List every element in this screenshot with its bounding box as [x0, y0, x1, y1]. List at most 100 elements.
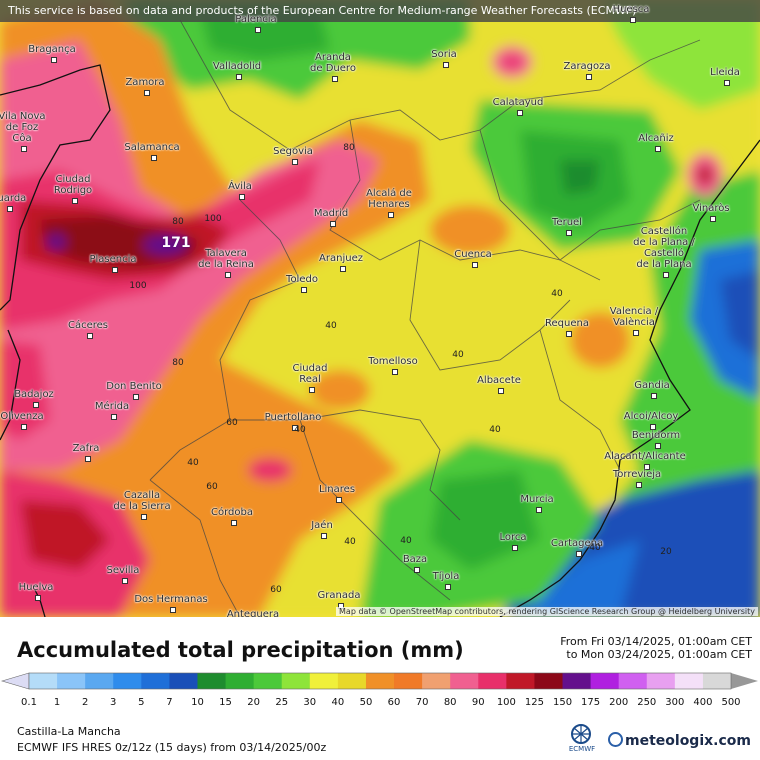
city-label: Ávila: [228, 181, 252, 192]
city-marker: [388, 212, 394, 218]
city-marker: [112, 267, 118, 273]
color-scale-tick-label: 30: [303, 697, 317, 708]
color-scale-tick-label: 80: [443, 697, 457, 708]
color-scale-segment: [534, 673, 564, 689]
meteologix-icon: [608, 732, 623, 747]
date-to: to Mon 03/24/2025, 01:00am CET: [566, 648, 752, 661]
color-scale-tick-label: 90: [471, 697, 485, 708]
city-marker: [636, 482, 642, 488]
city-marker: [633, 330, 639, 336]
city-marker: [72, 198, 78, 204]
contour-value-label: 40: [551, 289, 563, 299]
city-marker: [292, 425, 298, 431]
city-marker: [566, 230, 572, 236]
city-marker: [392, 369, 398, 375]
city-label: Puertollano: [264, 412, 322, 423]
city-label: Ciudad Rodrigo: [53, 174, 93, 196]
city-label: Jaén: [311, 520, 333, 531]
color-scale-segment: [57, 673, 86, 689]
city-label: Huesca: [612, 4, 650, 15]
city-label: Cuenca: [454, 249, 492, 260]
city-label: Castellón de la Plana / Castelló de la Plan…: [633, 226, 695, 270]
city-label: Baza: [402, 554, 428, 565]
color-scale-tick-label: 15: [219, 697, 232, 708]
contour-value-label: 20: [660, 547, 672, 557]
city-marker: [133, 394, 139, 400]
city-marker: [144, 90, 150, 96]
color-scale-segment: [225, 673, 255, 689]
city-label: Lleida: [710, 67, 740, 78]
city-marker: [651, 393, 657, 399]
date-range: From Fri 03/14/2025, 01:00am CET to Mon …: [560, 635, 752, 661]
color-scale-tick-label: 7: [166, 697, 173, 708]
city-marker: [292, 159, 298, 165]
city-marker: [536, 507, 542, 513]
contour-value-label: 60: [206, 482, 218, 492]
color-scale-tick-label: 100: [496, 697, 516, 708]
city-marker: [21, 146, 27, 152]
city-marker: [644, 464, 650, 470]
city-label: Olivenza: [0, 411, 44, 422]
city-marker: [51, 57, 57, 63]
city-label: Alcalá de Henares: [366, 188, 412, 210]
city-marker: [512, 545, 518, 551]
city-label: Ciudad Real: [292, 363, 328, 385]
color-scale-tick-label: 250: [637, 697, 657, 708]
city-marker: [472, 262, 478, 268]
city-marker: [321, 533, 327, 539]
city-label: Vila Nova de Foz Côa: [0, 111, 46, 144]
contour-value-label: 40: [325, 321, 337, 331]
city-marker: [21, 424, 27, 430]
city-label: Zamora: [125, 77, 165, 88]
city-marker: [85, 456, 91, 462]
color-scale-tick-label: 25: [275, 697, 289, 708]
precipitation-map[interactable]: This service is based on data and produc…: [0, 0, 760, 617]
map-credit[interactable]: Map data © OpenStreetMap contributors, r…: [336, 607, 758, 616]
legend-title: Accumulated total precipitation (mm): [17, 638, 464, 662]
city-marker: [336, 497, 342, 503]
city-marker: [87, 333, 93, 339]
city-marker: [566, 331, 572, 337]
city-label: Aranda de Duero: [310, 52, 356, 74]
city-label: Lorca: [499, 532, 527, 543]
city-label: Guarda: [0, 193, 27, 204]
city-label: Cartagena: [550, 538, 604, 549]
city-label: Palencia: [235, 14, 277, 25]
city-label: Cazalla de la Sierra: [113, 490, 171, 512]
color-scale-frame: [28, 672, 732, 690]
color-scale-segment: [674, 673, 704, 689]
city-label: Salamanca: [124, 142, 180, 153]
color-scale-segment: [702, 673, 732, 689]
color-scale-ticks: 0.1 1 2 3 5 7 10 15 20 25 30 40 50 60 70 80 90 100 125 150 1…: [0, 697, 760, 711]
city-marker: [231, 520, 237, 526]
city-marker: [655, 146, 661, 152]
color-scale-tick-label: 500: [721, 697, 741, 708]
color-scale-tick-label: 40: [331, 697, 345, 708]
color-scale-arrow-low: [0, 672, 30, 690]
color-scale-tick-label: 200: [609, 697, 629, 708]
color-scale-segment: [113, 673, 142, 689]
contour-value-label: 40: [452, 350, 464, 360]
ecmwf-logo[interactable]: [566, 722, 596, 746]
city-marker: [255, 27, 261, 33]
meteologix-logo[interactable]: meteologix.com: [608, 732, 751, 749]
city-label: Valencia / València: [609, 306, 659, 328]
contour-value-label: 80: [172, 217, 184, 227]
color-scale-segment: [281, 673, 311, 689]
city-label: Toledo: [286, 274, 318, 285]
color-scale-tick-label: 70: [415, 697, 429, 708]
city-label: Mérida: [94, 401, 130, 412]
color-scale-segment: [309, 673, 339, 689]
city-marker: [650, 424, 656, 430]
color-scale-segment: [85, 673, 114, 689]
city-label: Alacant/Alicante: [604, 451, 686, 462]
city-label: Zaragoza: [563, 61, 611, 72]
contour-value-label: 40: [589, 543, 601, 553]
city-label: Valladolid: [212, 61, 262, 72]
color-scale-segment: [590, 673, 620, 689]
city-label: Cáceres: [67, 320, 109, 331]
color-scale-tick-label: 50: [359, 697, 373, 708]
city-marker: [655, 443, 661, 449]
precipitation-field: [0, 0, 760, 617]
contour-value-label: 40: [344, 537, 356, 547]
